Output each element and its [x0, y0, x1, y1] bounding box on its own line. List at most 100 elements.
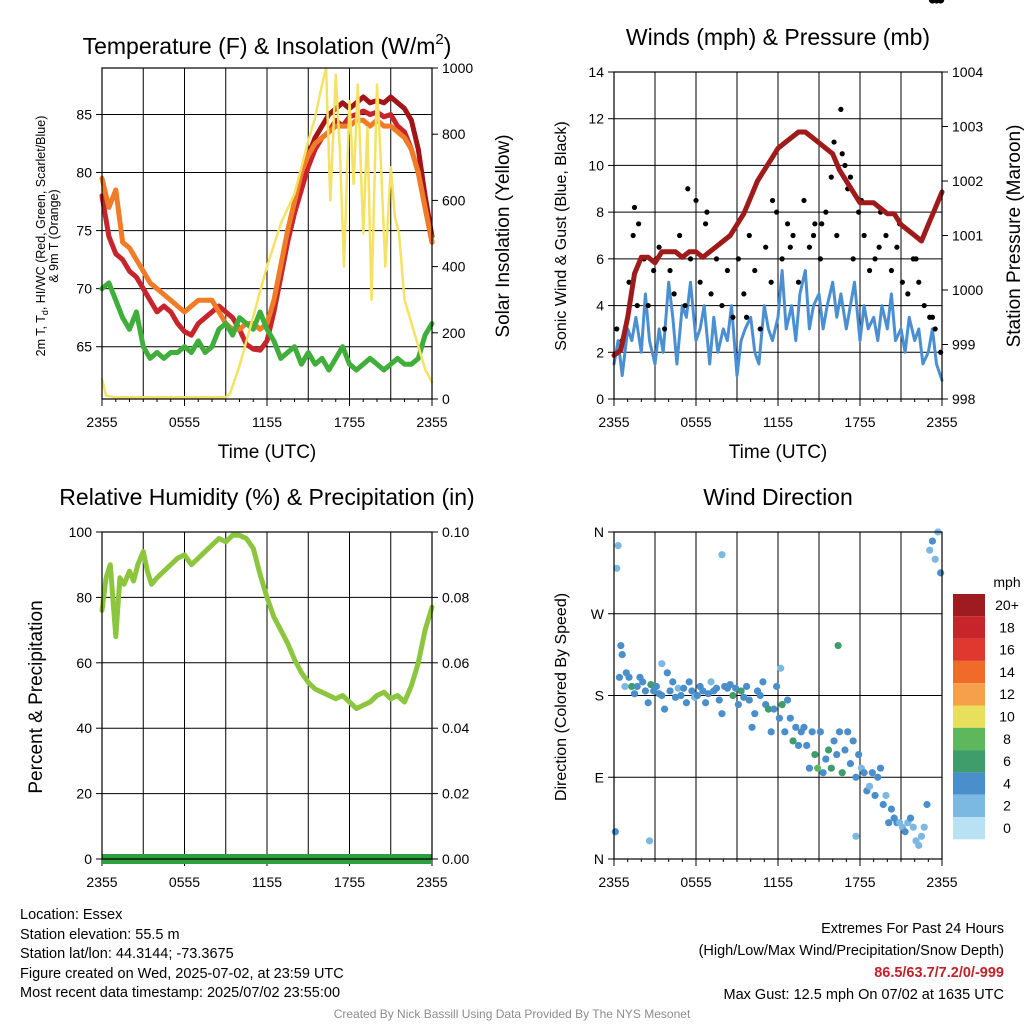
y2-tick-label: 0.06	[442, 655, 469, 671]
gust-point	[631, 204, 638, 211]
direction-point	[786, 714, 794, 722]
y2-tick-label: 0.10	[442, 524, 469, 540]
direction-point	[909, 823, 917, 831]
y-tick-label: W	[591, 606, 605, 622]
direction-point	[734, 700, 742, 709]
gust-point	[806, 244, 813, 250]
station-info: Location: Essex Station elevation: 55.5 …	[20, 906, 344, 1004]
temperature-series-1	[298, 94, 435, 239]
legend-swatch	[953, 594, 985, 617]
plot-frame	[613, 71, 943, 400]
gust-point	[630, 232, 636, 239]
insolation-y-axis-label: Solar Insolation (Yellow)	[493, 134, 514, 337]
legend-swatch	[953, 683, 985, 706]
pressure-line	[611, 129, 945, 358]
direction-point	[745, 696, 753, 704]
y-tick-label: S	[595, 688, 604, 704]
y2-tick-label: 0	[442, 391, 450, 407]
gust-point	[685, 186, 691, 192]
gust-point	[704, 209, 710, 215]
gust-point	[929, 314, 936, 320]
y-tick-label: 70	[76, 281, 92, 297]
direction-point	[682, 699, 691, 707]
direction-point	[885, 819, 893, 827]
temperature-chart-title: Temperature (F) & Insolation (W/m2)	[83, 31, 452, 59]
direction-point	[726, 681, 734, 689]
x-tick-label: 2355	[86, 414, 117, 430]
gust-point	[774, 209, 780, 215]
direction-point	[926, 546, 934, 554]
gust-point	[687, 256, 694, 262]
direction-point	[901, 828, 909, 836]
gust-point	[763, 244, 769, 250]
direction-point	[794, 741, 803, 750]
gust-point	[801, 197, 807, 204]
direction-point	[613, 564, 621, 572]
direction-point	[770, 705, 778, 713]
direction-point	[751, 710, 759, 718]
station-location: Location: Essex	[20, 907, 123, 923]
direction-point	[887, 805, 896, 813]
legend-label: 16	[999, 642, 1015, 658]
direction-point	[674, 684, 682, 692]
gust-point	[847, 174, 854, 180]
direction-point	[844, 728, 852, 736]
y-tick-label: 60	[76, 655, 92, 671]
direction-point	[871, 791, 879, 800]
y2-tick-label: 0.04	[442, 720, 469, 736]
y-tick-label: 80	[76, 165, 92, 181]
gust-point	[724, 267, 731, 274]
legend-label: 20+	[995, 597, 1019, 613]
gust-point	[795, 279, 802, 285]
gust-point	[779, 256, 785, 262]
gust-point	[861, 232, 867, 239]
x-tick-label: 2355	[86, 874, 117, 890]
direction-point	[715, 696, 723, 704]
y-tick-label: 75	[76, 223, 92, 239]
direction-point	[841, 746, 849, 754]
y-tick-label: 2	[596, 344, 604, 360]
direction-point	[849, 737, 857, 745]
direction-point	[701, 699, 710, 707]
gust-point	[636, 221, 642, 227]
x-tick-label: 1155	[252, 414, 282, 430]
direction-point	[781, 728, 789, 736]
direction-point	[915, 841, 923, 849]
direction-point	[685, 678, 693, 686]
gust-point	[842, 162, 848, 169]
direction-point	[615, 673, 624, 681]
y2-tick-label: 1000	[442, 60, 473, 76]
gust-point	[834, 232, 840, 239]
legend-swatch	[953, 638, 985, 661]
gust-point	[667, 267, 673, 274]
direction-point	[811, 750, 819, 759]
direction-point	[718, 710, 726, 718]
legend-label: 14	[999, 664, 1015, 680]
gust-point	[819, 221, 825, 227]
y2-tick-label: 600	[442, 192, 466, 208]
y2-tick-label: 800	[442, 126, 466, 142]
gust-point	[741, 291, 747, 297]
legend-label: 2	[1003, 798, 1011, 814]
gust-point	[883, 232, 889, 239]
direction-point	[767, 728, 775, 736]
x-tick-label: 2355	[416, 414, 447, 430]
direction-point	[647, 681, 655, 689]
direction-point	[742, 682, 751, 691]
direction-point	[792, 723, 800, 731]
direction-point	[680, 684, 688, 692]
legend-label: 0	[1003, 820, 1011, 836]
legend-label: 10	[999, 709, 1015, 725]
y2-tick-label: 1001	[952, 228, 983, 244]
direction-point	[718, 551, 726, 559]
gust-point	[817, 256, 823, 262]
y2-tick-label: 1003	[952, 119, 983, 135]
y-tick-label: 10	[588, 157, 604, 173]
y-tick-label: 0	[596, 391, 604, 407]
plot-frame	[613, 531, 943, 860]
gust-point	[812, 221, 818, 227]
gust-point	[752, 267, 758, 274]
direction-point	[737, 687, 745, 695]
gust-point	[719, 302, 725, 309]
direction-point	[824, 746, 833, 754]
